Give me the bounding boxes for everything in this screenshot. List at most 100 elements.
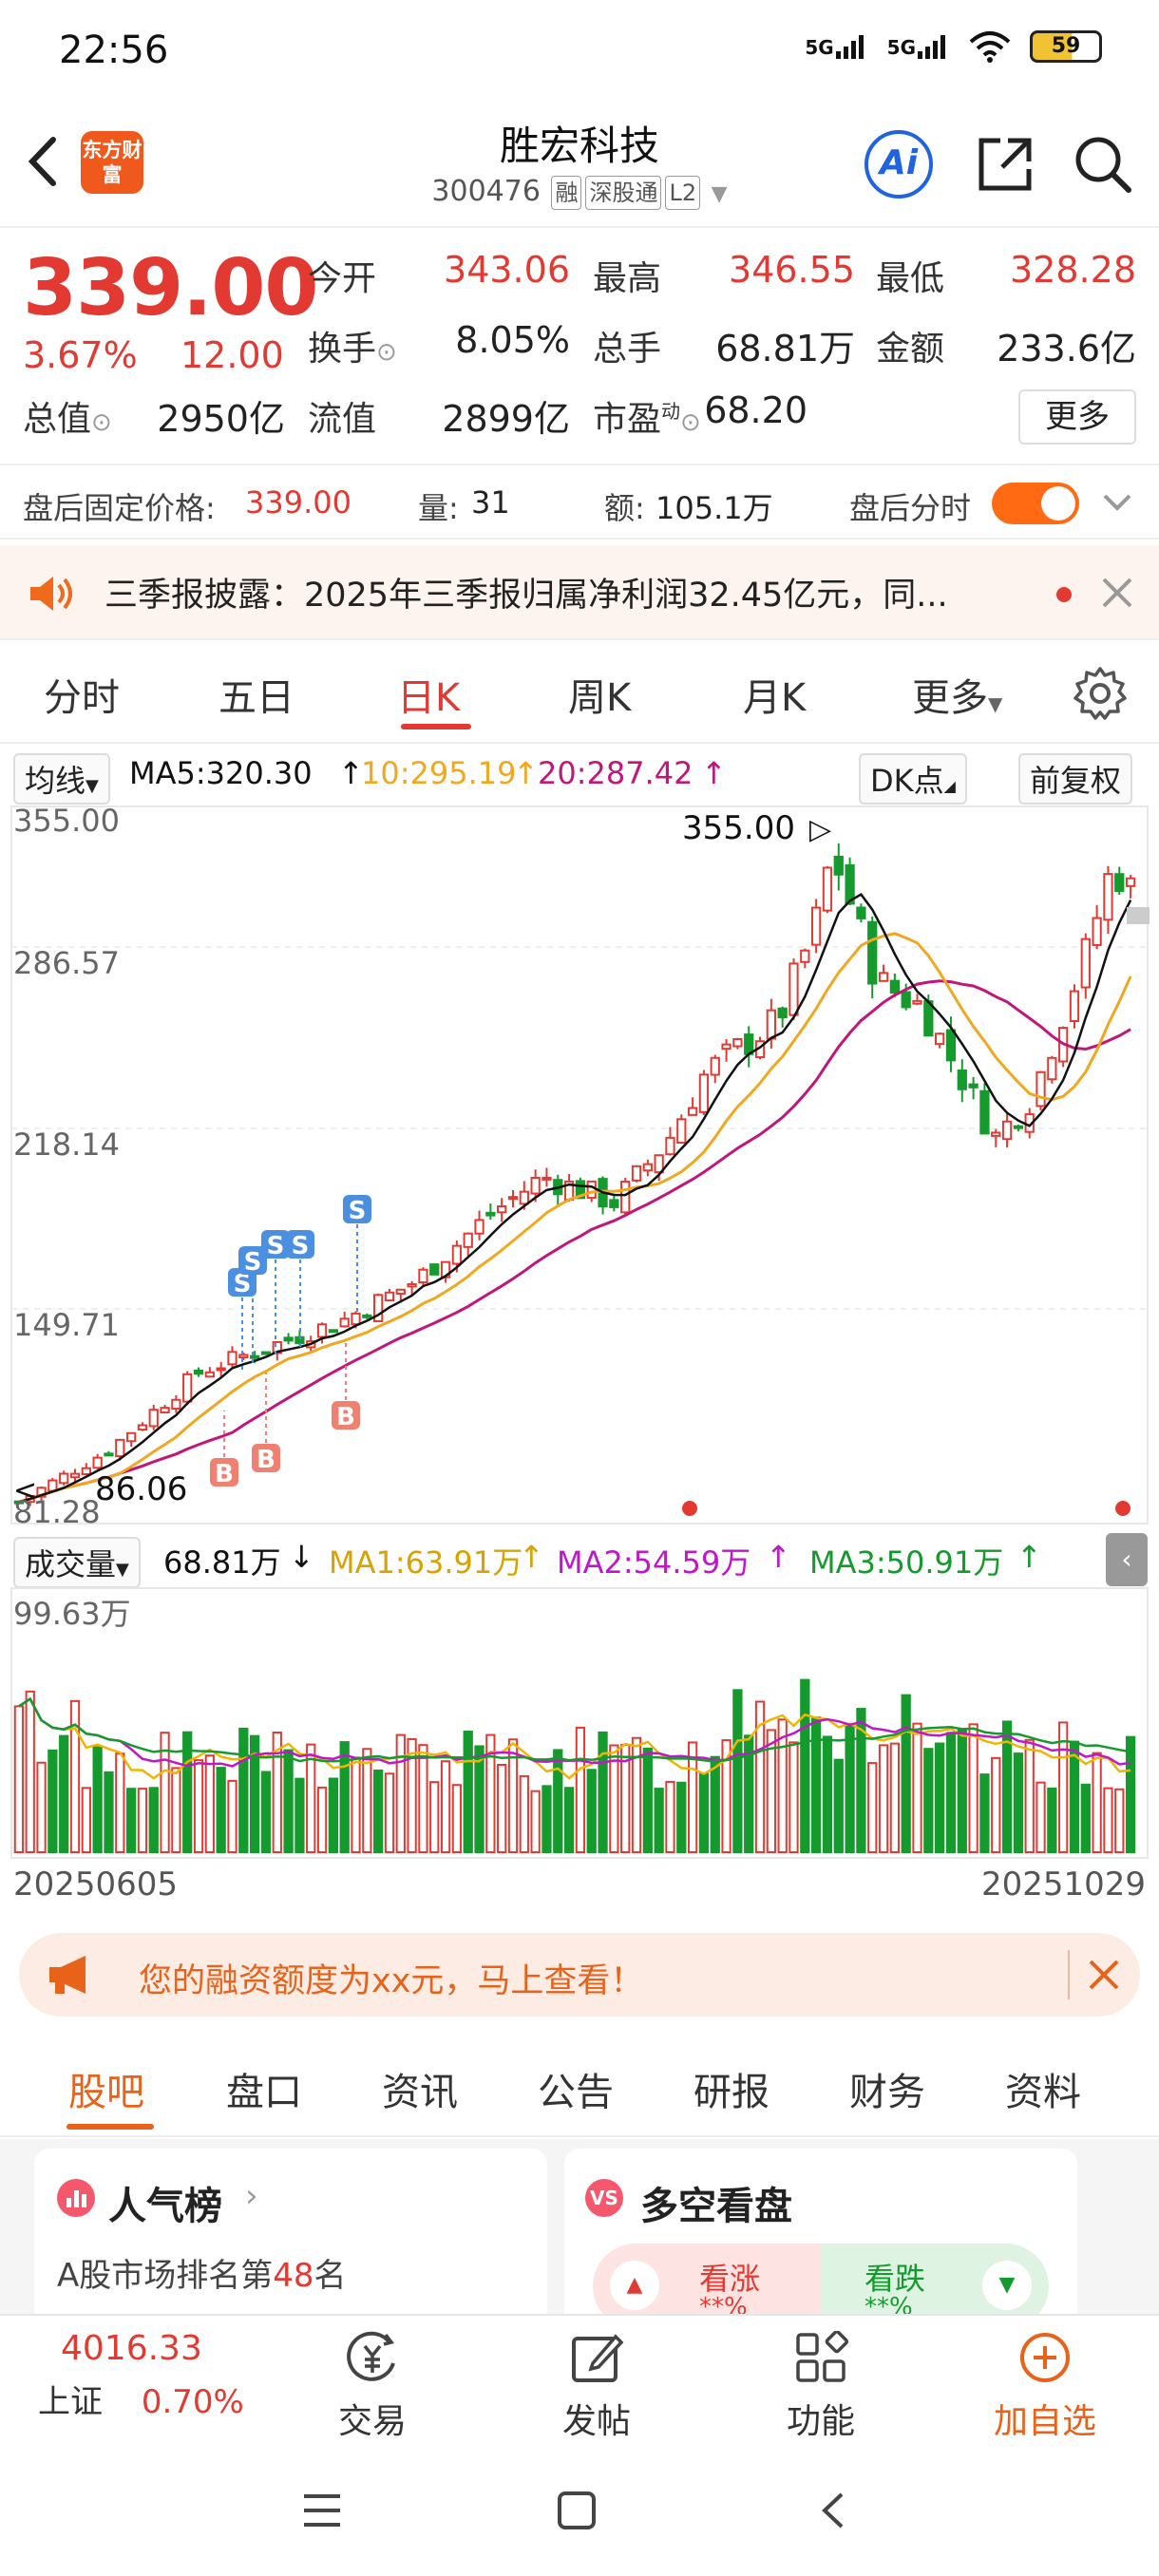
event-dot[interactable] [682,1501,697,1516]
back-icon[interactable] [19,128,66,195]
promo-text: 您的融资额度为xx元，马上查看！ [139,1962,644,2000]
volume-bar [25,1690,35,1853]
volume-indicator-select[interactable]: 成交量▼ [13,1537,141,1588]
volume-bar [238,1727,249,1853]
menu-icon[interactable] [300,2489,344,2532]
buy-signal-badge[interactable] [252,1444,280,1472]
candle [1092,917,1102,946]
tab-intraday[interactable]: 分时 [44,676,120,720]
ma10-line [18,932,1132,1504]
tab-daily-k[interactable]: 日K [397,676,461,720]
candle [362,1314,372,1318]
close-icon[interactable] [1100,576,1134,610]
after-amt-label: 额: [604,490,645,526]
ai-button[interactable]: Ai [864,130,933,199]
adjust-button[interactable]: 前复权 [1018,753,1133,805]
collapse-panel-button[interactable]: ‹ [1106,1533,1148,1586]
app-logo: 东方财富 [81,131,143,194]
indicator-select[interactable]: 均线▼ [13,753,110,805]
volume-bar [48,1749,58,1853]
candle [171,1398,181,1411]
tab-profile[interactable]: 资料 [1005,2071,1081,2114]
tab-finance[interactable]: 财务 [849,2071,925,2114]
candle [901,991,911,1009]
info-icon[interactable]: ⊙ [91,408,112,437]
volume-bar [1058,1721,1069,1853]
tab-research[interactable]: 研报 [694,2071,770,2114]
back-nav-icon[interactable] [813,2489,857,2532]
sell-signal-badge[interactable] [261,1230,290,1259]
nav-post[interactable]: 发帖 [502,2331,692,2443]
chevron-down-icon[interactable] [1100,488,1134,517]
close-icon[interactable] [1087,1958,1121,1992]
dk-point-button[interactable]: DK点◢ [859,753,967,805]
volume-bar [788,1741,799,1853]
volume-chart[interactable]: 99.63万 [0,1586,1159,1862]
vol-ma3: MA3:50.91万 [809,1544,1004,1581]
index-ticker[interactable]: 4016.33 上证 0.70% [19,2329,266,2422]
search-icon[interactable] [1072,133,1134,196]
wifi-icon [969,31,1011,63]
volume-bar [160,1732,170,1853]
nav-add-watchlist[interactable]: 加自选 [950,2331,1140,2443]
candle [137,1424,148,1431]
candle [945,1029,957,1062]
more-button[interactable]: 更多 [1018,389,1136,445]
buy-signal-badge[interactable] [210,1458,238,1487]
volume-bar [485,1733,496,1854]
candle [575,1180,586,1200]
yen-circle-icon [347,2331,395,2381]
volume-bar [878,1744,889,1853]
signal-label: S [244,1248,262,1277]
candle [384,1291,395,1302]
tab-orderbook[interactable]: 盘口 [226,2071,302,2114]
candle [463,1232,473,1248]
bear-button[interactable]: 看跌 **% ▼ [821,2244,1049,2314]
tab-five-day[interactable]: 五日 [218,676,294,720]
float-cap-label: 流值 [308,400,377,439]
popularity-card[interactable]: 人气榜 › A股市场排名第48名 [34,2149,547,2314]
notice-bar[interactable]: 三季报披露：2025年三季报归属净利润32.45亿元，同... [0,545,1159,640]
nav-functions[interactable]: 功能 [726,2329,916,2443]
tab-monthly-k[interactable]: 月K [743,676,807,720]
volume-bar [451,1784,463,1853]
popularity-rank-text: A股市场排名第48名 [57,2257,347,2295]
sell-signal-badge[interactable] [286,1230,314,1259]
settings-gear-icon[interactable] [1072,665,1129,722]
tab-forum[interactable]: 股吧 [68,2071,144,2114]
tab-more[interactable]: 更多▼ [912,676,1003,720]
volume-bar [1001,1720,1013,1853]
sell-signal-badge[interactable] [228,1268,256,1297]
pe-value: 68.20 [704,389,808,431]
bull-bear-card[interactable]: VS 多空看盘 ▲ 看涨 **% 看跌 **% ▼ [564,2149,1077,2314]
volume-bar [991,1756,1001,1854]
promo-banner[interactable]: 您的融资额度为xx元，马上查看！ [19,1933,1140,2017]
share-icon[interactable] [974,133,1036,196]
candle [125,1431,137,1443]
volume-bar [440,1760,451,1853]
tab-announcements[interactable]: 公告 [538,2071,614,2114]
candle [968,1083,978,1089]
event-dot[interactable] [1115,1501,1130,1516]
sell-signal-badge[interactable] [343,1195,371,1223]
candle [104,1452,114,1457]
info-icon[interactable]: ⊙ [680,408,701,437]
tab-weekly-k[interactable]: 周K [568,676,632,720]
tab-news[interactable]: 资讯 [382,2071,458,2114]
volume-bar [429,1781,440,1853]
market-cap-value: 2950亿 [157,398,285,440]
volume-bar [260,1771,272,1853]
after-hours-toggle[interactable] [992,483,1079,524]
volume-bar [553,1749,563,1854]
info-icon[interactable]: ⊙ [376,338,397,367]
home-square-icon[interactable] [555,2489,598,2532]
volume-bar [125,1788,137,1853]
bull-button[interactable]: ▲ 看涨 **% [593,2244,821,2314]
sell-signal-badge[interactable] [238,1246,267,1275]
stock-subtitle[interactable]: 300476 融深股通 L2 ▼ [0,175,1159,210]
buy-signal-badge[interactable] [332,1401,360,1430]
nav-trade[interactable]: 交易 [277,2331,467,2443]
volume-bar [216,1767,226,1853]
